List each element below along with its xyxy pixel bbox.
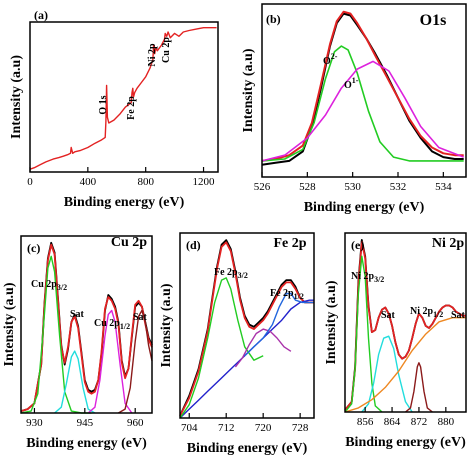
peak-annotation-fe-2p3-2: Fe 2p3/2 [214,267,248,280]
x-tick-label: 0 [27,176,33,188]
y-axis-title: Intensity (a.u) [241,48,256,132]
peak-annotation-ni-2p: Ni 2p [147,43,158,67]
series-line-cu-2p1-2 [87,309,133,414]
panel-label: (b) [266,12,281,26]
series-line-sat-ni-2p1-2 [344,317,466,413]
x-tick-label: 800 [137,176,154,188]
panel-d: 704 712 720 728 Binding energy (eV) Intensity… [159,232,315,456]
series-line-fit [20,243,153,412]
peak-annotation-sat: Sat [133,312,148,323]
x-tick-label: 728 [292,422,309,434]
peak-annotation-o1: O1- [344,76,359,91]
x-tick-label: 856 [357,416,374,428]
peak-annotation-sat: Sat [381,310,396,321]
panel-label: (d) [186,238,201,252]
panel-label: (c) [27,241,40,255]
series-line-o2 [261,45,464,162]
x-tick-label: 534 [435,181,452,193]
peak-annotation-sat: Sat [70,309,85,320]
panel-title: Fe 2p [273,236,306,251]
series-line-fit [261,10,464,162]
series-line-sat-ni-2p3-2 [361,335,413,413]
y-axis-title: Intensity (a.u) [159,283,174,367]
series-line-raw [179,239,314,417]
plot-frame [261,3,467,178]
panel-a: 0 400 800 1200 Binding energy (eV) Intensity … [9,8,219,210]
x-tick-label: 1200 [193,176,216,188]
y-axis-title: Intensity (a.u) [9,55,24,139]
y-axis-title: Intensity (a.u) [2,282,17,366]
panel-label: (e) [351,238,364,252]
panel-title: Cu 2p [111,235,147,250]
x-tick-label: 528 [299,181,316,193]
series-line-fit [179,241,314,417]
series-line-0 [29,27,217,170]
peak-annotation-cu-2p3-2: Cu 2p3/2 [31,279,67,292]
x-tick-label: 945 [77,417,94,429]
peak-annotation-cu-2p1-2: Cu 2p1/2 [94,318,130,331]
plot-frame [179,232,315,419]
peak-annotation-sat: Sat [451,310,466,321]
x-tick-label: 532 [390,181,407,193]
peak-annotation-o-1s: O 1s [98,95,109,114]
x-tick-label: 720 [255,422,272,434]
x-axis-title: Binding energy (eV) [304,200,425,215]
series-line-sat-cu-2p3-2 [54,350,96,414]
series-line-fe-2p1-2 [244,292,314,357]
peak-annotation-fe-2p1-2: Fe 2p1/2 [270,288,304,301]
plot-frame [29,21,219,173]
series-line-cu-2p3-2 [20,255,92,414]
x-tick-label: 704 [181,422,198,434]
peak-annotation-o2: O2- [323,52,338,67]
peak-annotation-cu-2p: Cu 2p [161,37,172,63]
x-tick-label: 864 [384,416,401,428]
x-tick-label: 712 [218,422,235,434]
peak-annotation-fe-2p: Fe 2p [126,96,137,120]
x-tick-label: 930 [26,417,43,429]
series-line-fit [344,240,466,411]
x-axis-title: Binding energy (eV) [345,435,466,450]
x-axis-title: Binding energy (eV) [64,195,185,210]
series-line-fe-2p3-2 [179,277,264,419]
x-tick-label: 880 [438,416,455,428]
plot-frame [344,232,467,413]
series-line-ni-2p3-2 [344,255,383,413]
panel-c: 930 945 960 Binding energy (eV) Intensity (a… [2,235,153,451]
panel-title: O1s [420,12,447,29]
plot-frame [20,235,153,414]
x-tick-label: 530 [344,181,361,193]
panel-b: 526 528 530 532 534 Binding energy (eV) Intens… [241,3,467,215]
panel-title: Ni 2p [432,236,465,251]
series-line-ni-2p1-2 [405,362,433,413]
x-tick-label: 872 [411,416,428,428]
y-axis-title: Intensity (a.u) [324,280,339,364]
peak-annotation-ni-2p3-2: Ni 2p3/2 [351,271,384,284]
x-tick-label: 960 [127,417,144,429]
series-line-fe-2p-sat [234,328,292,368]
x-tick-label: 526 [254,181,271,193]
x-tick-label: 400 [80,176,97,188]
panel-e: 856 864 872 880 Binding energy (eV) Intensity… [324,232,467,450]
peak-annotation-ni-2p1-2: Ni 2p1/2 [410,306,443,319]
series-line-sat-cu-2p1-2 [118,309,153,414]
panel-label: (a) [34,8,48,22]
x-axis-title: Binding energy (eV) [187,441,308,456]
x-axis-title: Binding energy (eV) [26,436,147,451]
series-line-o1 [261,60,464,162]
